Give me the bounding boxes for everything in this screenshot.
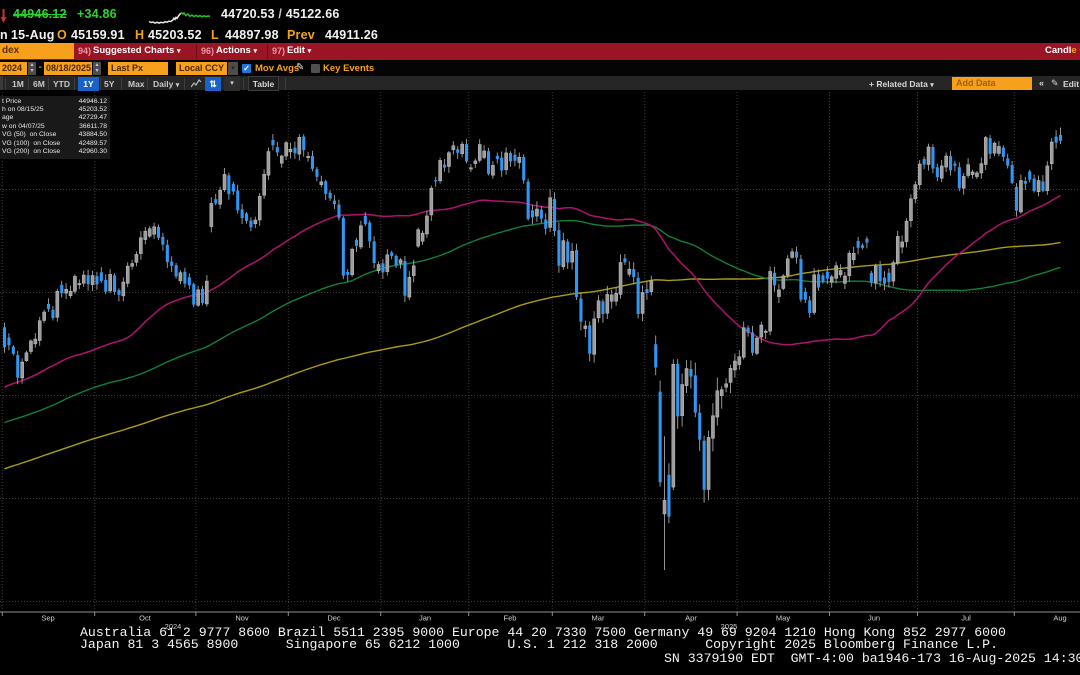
svg-text:Nov: Nov bbox=[235, 614, 249, 623]
svg-text:Apr: Apr bbox=[685, 614, 697, 623]
svg-text:Mar: Mar bbox=[592, 614, 605, 623]
svg-text:Aug: Aug bbox=[1053, 614, 1066, 623]
svg-text:Dec: Dec bbox=[327, 614, 341, 623]
svg-text:May: May bbox=[776, 614, 790, 623]
svg-text:Jan: Jan bbox=[419, 614, 431, 623]
svg-text:2025: 2025 bbox=[721, 622, 738, 631]
svg-text:Jun: Jun bbox=[868, 614, 880, 623]
svg-text:2024: 2024 bbox=[165, 622, 182, 631]
svg-text:Sep: Sep bbox=[41, 614, 54, 623]
svg-text:Oct: Oct bbox=[139, 614, 152, 623]
svg-text:Jul: Jul bbox=[961, 614, 971, 623]
svg-text:Feb: Feb bbox=[504, 614, 517, 623]
